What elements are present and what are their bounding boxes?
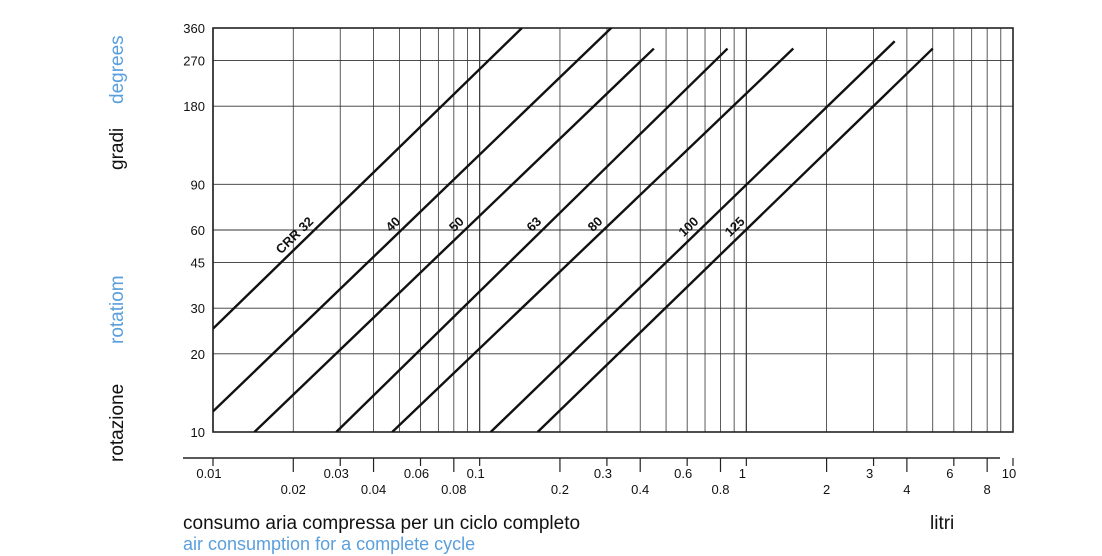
x-tick-label: 0.6 [674,466,692,481]
y-tick-label: 45 [191,255,205,270]
series-line-63 [335,47,729,432]
series-label-100: 100 [675,214,701,240]
y-axis-label-rotatiom: rotatiom [107,275,128,344]
x-tick-label: 0.02 [281,482,306,497]
series-label-125: 125 [722,214,748,240]
y-axis-label-degrees: degrees [107,35,128,104]
y-tick-labels: 10 20 30 45 60 90 180 270 360 [183,21,205,440]
x-tick-label: 4 [903,482,910,497]
x-tick-label: 3 [866,466,873,481]
x-axis [183,457,1014,472]
y-tick-label: 10 [191,425,205,440]
series-line-40 [213,28,613,413]
y-tick-label: 30 [191,301,205,316]
y-tick-label: 90 [191,177,205,192]
y-axis-label-gradi: gradi [107,128,128,170]
x-tick-label: 8 [984,482,991,497]
grid-lines [212,27,1013,433]
x-tick-label: 0.08 [441,482,466,497]
x-axis-label-italian: consumo aria compressa per un ciclo comp… [183,513,580,534]
series-line-100 [489,40,896,432]
x-tick-label: 0.2 [551,482,569,497]
y-tick-label: 360 [183,21,205,36]
x-tick-label: 0.06 [404,466,429,481]
x-tick-label: 1 [739,466,746,481]
series-labels: CRR 32 40 50 63 80 100 125 [273,214,748,257]
series-lines [213,28,934,432]
y-tick-label: 270 [183,53,205,68]
x-tick-label: 0.8 [711,482,729,497]
plot-frame [212,27,1014,433]
x-tick-label: 0.04 [361,482,386,497]
x-tick-label: 0.1 [467,466,485,481]
y-tick-label: 180 [183,99,205,114]
x-tick-labels: 0.01 0.03 0.06 0.1 0.3 0.6 1 3 6 10 0.02 0.04 0.08 0.… [196,466,1016,497]
y-tick-label: 20 [191,347,205,362]
y-axis-label-rotazione: rotazione [107,384,128,462]
series-line-crr-32 [213,28,523,330]
x-tick-label: 2 [823,482,830,497]
y-tick-label: 60 [191,223,205,238]
x-tick-label: 10 [1002,466,1016,481]
x-tick-label: 0.03 [324,466,349,481]
x-axis-label-english: air consumption for a complete cycle [183,534,475,554]
x-tick-label: 6 [946,466,953,481]
x-axis-unit: litri [930,513,954,534]
x-tick-label: 0.3 [594,466,612,481]
x-tick-label: 0.01 [196,466,221,481]
x-tick-label: 0.4 [631,482,649,497]
series-line-125 [536,47,934,432]
series-line-50 [253,47,655,432]
series-line-80 [391,47,795,432]
